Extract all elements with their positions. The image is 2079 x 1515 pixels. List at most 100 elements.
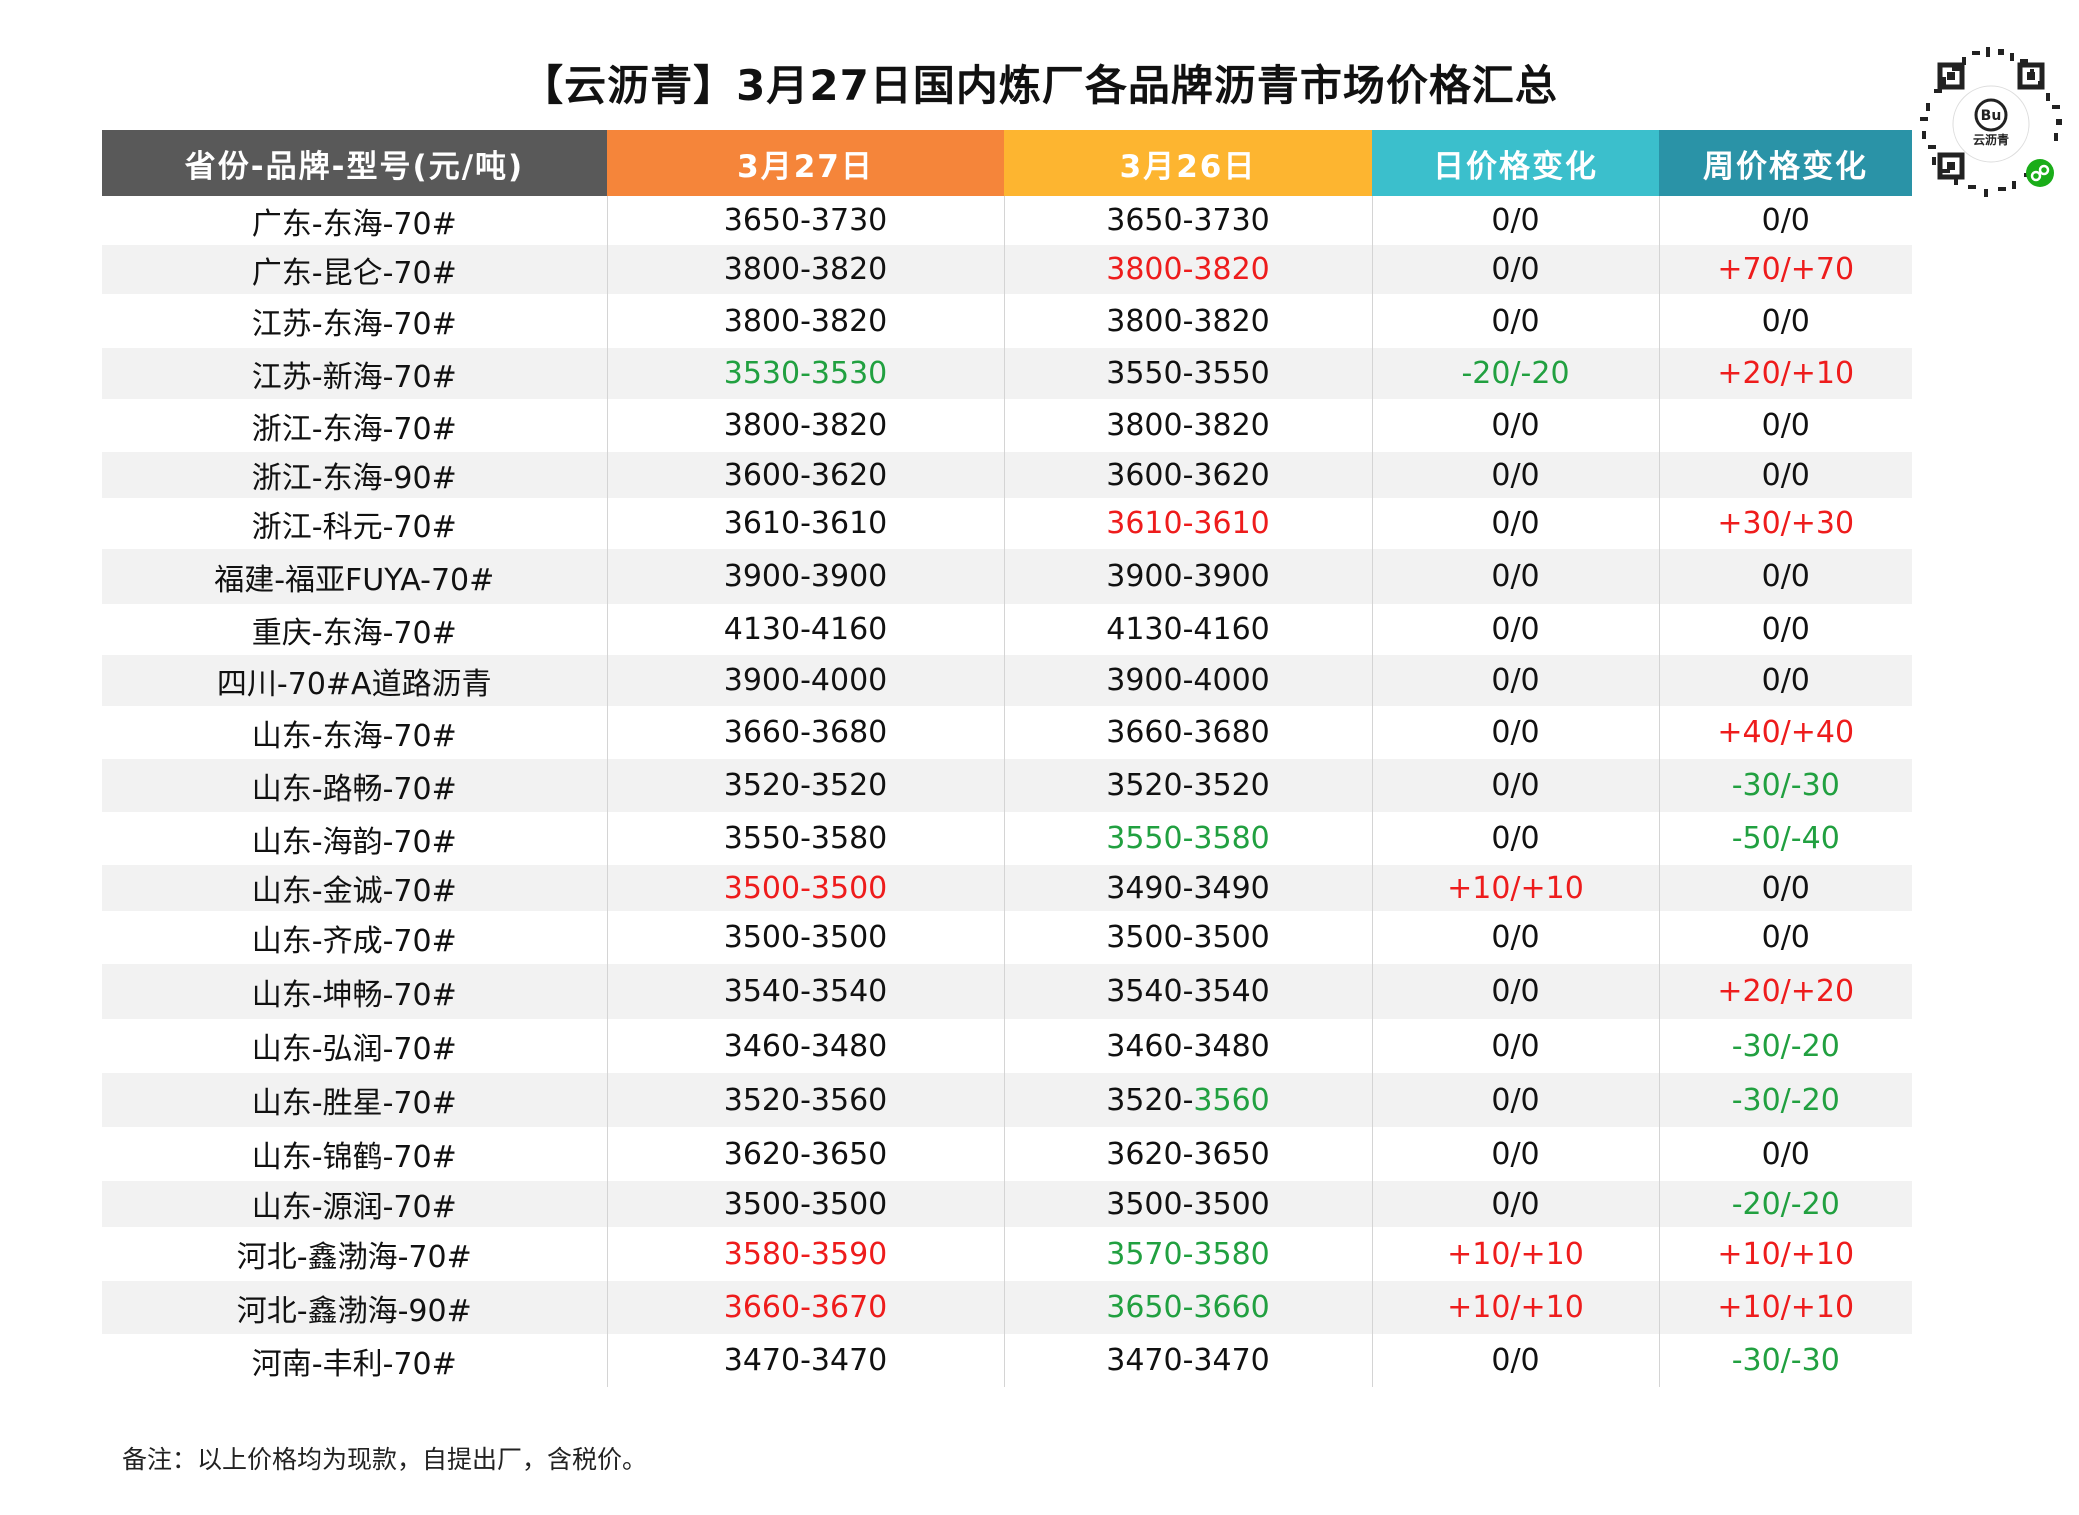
header-row: 省份-品牌-型号(元/吨) 3月27日 3月26日 日价格变化 周价格变化	[102, 130, 1912, 196]
cell-week-change: +20/+20	[1659, 964, 1912, 1019]
cell-week-change: +70/+70	[1659, 245, 1912, 294]
cell-prev-low: 3520-	[1106, 1082, 1194, 1118]
header-daily-change: 日价格变化	[1372, 130, 1659, 196]
table-row: 山东-金诚-70# 3500-3500 3490-3490 +10/+10 0/…	[102, 865, 1912, 911]
cell-name: 河南-丰利-70#	[102, 1334, 608, 1387]
cell-prev: 3520-3560	[1004, 1073, 1373, 1127]
cell-week-change: +30/+30	[1659, 498, 1912, 549]
cell-prev: 3900-3900	[1004, 549, 1373, 604]
table-row: 山东-弘润-70# 3460-3480 3460-3480 0/0 -30/-2…	[102, 1019, 1912, 1073]
table-row: 河南-丰利-70# 3470-3470 3470-3470 0/0 -30/-3…	[102, 1334, 1912, 1387]
table-row: 山东-齐成-70# 3500-3500 3500-3500 0/0 0/0	[102, 911, 1912, 964]
cell-today: 3460-3480	[607, 1019, 1005, 1073]
header-province-brand-model: 省份-品牌-型号(元/吨)	[102, 130, 607, 196]
cell-prev: 3610-3610	[1004, 498, 1373, 549]
table-row: 河北-鑫渤海-90# 3660-3670 3650-3660 +10/+10 +…	[102, 1281, 1912, 1334]
cell-prev: 3570-3580	[1004, 1227, 1373, 1281]
cell-week-change: -50/-40	[1659, 812, 1912, 865]
cell-prev: 3650-3730	[1004, 196, 1373, 245]
cell-week-change: 0/0	[1659, 1127, 1912, 1181]
cell-prev: 3600-3620	[1004, 452, 1373, 498]
cell-name: 重庆-东海-70#	[102, 604, 608, 655]
table-row: 浙江-东海-70# 3800-3820 3800-3820 0/0 0/0	[102, 399, 1912, 452]
cell-week-change: 0/0	[1659, 865, 1912, 911]
cell-prev: 3520-3520	[1004, 759, 1373, 812]
table-row: 山东-东海-70# 3660-3680 3660-3680 0/0 +40/+4…	[102, 706, 1912, 759]
cell-day-change: 0/0	[1372, 1073, 1660, 1127]
cell-prev: 3470-3470	[1004, 1334, 1373, 1387]
cell-today: 3500-3500	[607, 1181, 1005, 1227]
cell-today: 3900-4000	[607, 655, 1005, 706]
cell-name: 山东-源润-70#	[102, 1181, 608, 1227]
mini-program-qr-code: Bu 云沥青	[1920, 47, 2062, 197]
cell-prev-high: 3560	[1193, 1082, 1270, 1118]
page-title: 【云沥青】3月27日国内炼厂各品牌沥青市场价格汇总	[521, 61, 1558, 110]
table-row: 四川-70#A道路沥青 3900-4000 3900-4000 0/0 0/0	[102, 655, 1912, 706]
table-row: 重庆-东海-70# 4130-4160 4130-4160 0/0 0/0	[102, 604, 1912, 655]
cell-name: 河北-鑫渤海-70#	[102, 1227, 608, 1281]
cell-week-change: +10/+10	[1659, 1227, 1912, 1281]
table-row: 广东-昆仑-70# 3800-3820 3800-3820 0/0 +70/+7…	[102, 245, 1912, 294]
cell-name: 山东-东海-70#	[102, 706, 608, 759]
cell-prev: 3800-3820	[1004, 245, 1373, 294]
cell-day-change: 0/0	[1372, 604, 1660, 655]
cell-week-change: 0/0	[1659, 655, 1912, 706]
table-row: 山东-坤畅-70# 3540-3540 3540-3540 0/0 +20/+2…	[102, 964, 1912, 1019]
cell-day-change: 0/0	[1372, 549, 1660, 604]
table-row: 福建-福亚FUYA-70# 3900-3900 3900-3900 0/0 0/…	[102, 549, 1912, 604]
cell-prev: 3650-3660	[1004, 1281, 1373, 1334]
cell-week-change: -30/-30	[1659, 1334, 1912, 1387]
cell-name: 浙江-东海-70#	[102, 399, 608, 452]
cell-prev: 3500-3500	[1004, 1181, 1373, 1227]
cell-day-change: 0/0	[1372, 1181, 1660, 1227]
cell-week-change: +10/+10	[1659, 1281, 1912, 1334]
cell-prev: 3900-4000	[1004, 655, 1373, 706]
table-row: 山东-胜星-70# 3520-3560 3520-3560 0/0 -30/-2…	[102, 1073, 1912, 1127]
cell-name: 山东-锦鹤-70#	[102, 1127, 608, 1181]
cell-day-change: 0/0	[1372, 655, 1660, 706]
table-row: 山东-锦鹤-70# 3620-3650 3620-3650 0/0 0/0	[102, 1127, 1912, 1181]
cell-prev: 3800-3820	[1004, 294, 1373, 348]
table-row: 江苏-东海-70# 3800-3820 3800-3820 0/0 0/0	[102, 294, 1912, 348]
table-row: 广东-东海-70# 3650-3730 3650-3730 0/0 0/0	[102, 196, 1912, 245]
cell-day-change: 0/0	[1372, 399, 1660, 452]
cell-name: 山东-弘润-70#	[102, 1019, 608, 1073]
cell-prev: 3500-3500	[1004, 911, 1373, 964]
svg-text:Bu: Bu	[1981, 108, 2002, 124]
table-row: 浙江-东海-90# 3600-3620 3600-3620 0/0 0/0	[102, 452, 1912, 498]
cell-prev: 3800-3820	[1004, 399, 1373, 452]
cell-day-change: +10/+10	[1372, 1227, 1660, 1281]
cell-prev: 3490-3490	[1004, 865, 1373, 911]
cell-week-change: -20/-20	[1659, 1181, 1912, 1227]
footnote: 备注：以上价格均为现款，自提出厂，含税价。	[122, 1445, 648, 1474]
cell-today: 3800-3820	[607, 245, 1005, 294]
cell-day-change: 0/0	[1372, 196, 1660, 245]
cell-today: 3500-3500	[607, 911, 1005, 964]
cell-week-change: 0/0	[1659, 196, 1912, 245]
cell-today: 3500-3500	[607, 865, 1005, 911]
cell-name: 山东-海韵-70#	[102, 812, 608, 865]
cell-today: 3660-3670	[607, 1281, 1005, 1334]
cell-week-change: -30/-20	[1659, 1073, 1912, 1127]
cell-today: 3900-3900	[607, 549, 1005, 604]
cell-week-change: -30/-20	[1659, 1019, 1912, 1073]
cell-prev: 3540-3540	[1004, 964, 1373, 1019]
cell-name: 江苏-新海-70#	[102, 348, 608, 399]
cell-prev: 3550-3550	[1004, 348, 1373, 399]
cell-today: 3470-3470	[607, 1334, 1005, 1387]
cell-today: 3800-3820	[607, 294, 1005, 348]
cell-name: 浙江-科元-70#	[102, 498, 608, 549]
cell-day-change: 0/0	[1372, 498, 1660, 549]
cell-week-change: +20/+10	[1659, 348, 1912, 399]
cell-today: 3530-3530	[607, 348, 1005, 399]
cell-day-change: 0/0	[1372, 911, 1660, 964]
cell-week-change: +40/+40	[1659, 706, 1912, 759]
cell-name: 浙江-东海-90#	[102, 452, 608, 498]
table-row: 浙江-科元-70# 3610-3610 3610-3610 0/0 +30/+3…	[102, 498, 1912, 549]
cell-today: 3600-3620	[607, 452, 1005, 498]
cell-day-change: 0/0	[1372, 812, 1660, 865]
cell-name: 四川-70#A道路沥青	[102, 655, 608, 706]
cell-week-change: 0/0	[1659, 452, 1912, 498]
header-today-date: 3月27日	[607, 130, 1004, 196]
cell-prev: 3550-3580	[1004, 812, 1373, 865]
